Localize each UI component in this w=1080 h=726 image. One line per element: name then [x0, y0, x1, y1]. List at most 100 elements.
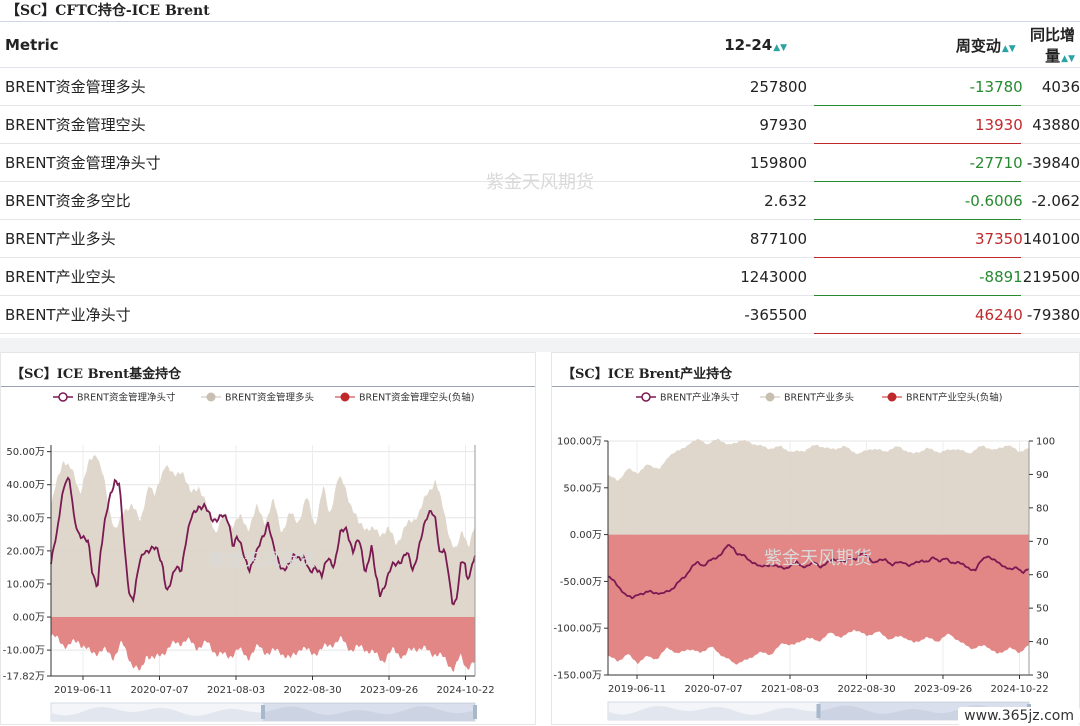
- x-tick-label: 2023-09-26: [360, 685, 418, 696]
- legend-label[interactable]: BRENT产业净头寸: [660, 392, 740, 404]
- yoy-change: -2.062: [1022, 181, 1080, 220]
- legend-label[interactable]: BRENT资金管理净头寸: [77, 392, 176, 404]
- short-position-area[interactable]: [608, 534, 1029, 665]
- y-tick-label: 20.00万: [6, 546, 45, 557]
- metric-value: 257800: [605, 67, 808, 106]
- chart-legend[interactable]: BRENT资金管理净头寸 BRENT资金管理多头 BRENT资金管理空头(负轴): [53, 392, 474, 404]
- metric-name: BRENT产业多头: [0, 219, 606, 258]
- fund-position-chart-panel: 【SC】ICE Brent基金持仓 BRENT资金管理净头寸 BRENT资金管理多…: [0, 352, 536, 725]
- section-divider: [0, 338, 1080, 352]
- table-row[interactable]: BRENT资金管理多头 257800 -13780 4036: [0, 67, 1080, 106]
- sort-icon[interactable]: ▲▼: [1061, 54, 1075, 64]
- col-header-weekly-change[interactable]: 周变动▲▼: [807, 23, 1023, 68]
- fund-position-chart[interactable]: BRENT资金管理净头寸 BRENT资金管理多头 BRENT资金管理空头(负轴) 50…: [1, 353, 537, 726]
- yoy-change: 140100: [1022, 219, 1080, 258]
- y2-tick-label: 40: [1036, 637, 1049, 648]
- y-tick-label: 100.00万: [557, 437, 602, 448]
- weekly-change: 46240: [807, 295, 1023, 334]
- table-row[interactable]: BRENT产业净头寸 -365500 46240 -79380: [0, 295, 1080, 334]
- weekly-change: -8891: [807, 257, 1023, 296]
- short-position-area[interactable]: [51, 617, 475, 672]
- legend-label[interactable]: BRENT产业空头(负轴): [906, 392, 1002, 404]
- metric-name: BRENT产业净头寸: [0, 295, 606, 334]
- zoom-handle-left[interactable]: [816, 704, 821, 718]
- zoom-window[interactable]: [263, 703, 475, 721]
- weekly-change: -13780: [807, 67, 1023, 106]
- table-row[interactable]: BRENT资金多空比 2.632 -0.6006 -2.062: [0, 181, 1080, 220]
- x-tick-label: 2024-10-22: [990, 684, 1048, 695]
- metric-name: BRENT资金管理净头寸: [0, 143, 606, 182]
- x-tick-label: 2020-07-07: [684, 684, 742, 695]
- zoom-handle-left[interactable]: [261, 705, 265, 719]
- y-tick-label: 0.00万: [570, 530, 602, 541]
- y-tick-label: -10.00万: [3, 646, 45, 657]
- yoy-change: -39840: [1022, 143, 1080, 182]
- metric-name: BRENT资金管理空头: [0, 105, 606, 144]
- x-tick-label: 2019-06-11: [608, 684, 666, 695]
- y-tick-label: 30.00万: [6, 513, 45, 524]
- legend-label[interactable]: BRENT资金管理多头: [225, 392, 314, 404]
- legend-label[interactable]: BRENT资金管理空头(负轴): [359, 392, 474, 404]
- x-tick-label: 2019-06-11: [54, 685, 112, 696]
- sort-icon[interactable]: ▲▼: [1001, 43, 1016, 54]
- metric-value: 159800: [605, 143, 808, 182]
- y2-tick-label: 80: [1036, 503, 1049, 514]
- sort-icon[interactable]: ▲▼: [773, 43, 788, 53]
- metric-value: 97930: [605, 105, 808, 144]
- y-tick-label: 50.00万: [6, 447, 45, 458]
- net-position-line[interactable]: [50, 476, 476, 606]
- long-position-area[interactable]: [608, 438, 1029, 535]
- legend-net-marker[interactable]: [58, 392, 68, 402]
- industry-position-chart-panel: 【SC】ICE Brent产业持仓 BRENT产业净头寸 BRENT产业多头 BRE…: [551, 352, 1080, 725]
- yoy-change: 219500: [1022, 257, 1080, 296]
- table-row[interactable]: BRENT资金管理净头寸 159800 -27710 -39840: [0, 143, 1080, 182]
- metric-value: -365500: [605, 295, 808, 334]
- x-tick-label: 2021-08-03: [761, 684, 819, 695]
- site-badge: www.365jz.com: [958, 707, 1080, 725]
- metric-name: BRENT产业空头: [0, 257, 606, 296]
- y-tick-label: 50.00万: [563, 483, 602, 494]
- cftc-metrics-table: Metric 12-24▲▼ 周变动▲▼ 同比增量▲▼ BRENT资金管理多头 2…: [0, 23, 1080, 334]
- weekly-change: -0.6006: [807, 181, 1023, 220]
- metric-value: 1243000: [605, 257, 808, 296]
- zoom-handle-right[interactable]: [473, 705, 477, 719]
- col-header-date[interactable]: 12-24▲▼: [605, 23, 808, 68]
- x-tick-label: 2024-10-22: [436, 685, 494, 696]
- y2-tick-label: 90: [1036, 470, 1049, 481]
- industry-position-chart[interactable]: BRENT产业净头寸 BRENT产业多头 BRENT产业空头(负轴) 100.00万 5…: [552, 353, 1080, 726]
- zoom-slider[interactable]: [50, 702, 477, 722]
- weekly-change: 37350: [807, 219, 1023, 258]
- net-position-line[interactable]: [607, 544, 1030, 600]
- col-header-metric[interactable]: Metric: [0, 23, 606, 68]
- x-tick-label: 2022-08-30: [837, 684, 895, 695]
- x-tick-label: 2023-09-26: [914, 684, 972, 695]
- zoom-slider[interactable]: [607, 701, 1031, 721]
- metric-value: 877100: [605, 219, 808, 258]
- y2-tick-label: 70: [1036, 537, 1049, 548]
- metric-name: BRENT资金管理多头: [0, 67, 606, 106]
- x-tick-label: 2020-07-07: [130, 685, 188, 696]
- chart-title: 【SC】ICE Brent产业持仓: [552, 364, 1079, 387]
- y-tick-label: 0.00万: [13, 613, 45, 624]
- legend-net-marker[interactable]: [641, 392, 651, 402]
- table-row[interactable]: BRENT产业多头 877100 37350 140100: [0, 219, 1080, 258]
- table-header-row: Metric 12-24▲▼ 周变动▲▼ 同比增量▲▼: [0, 23, 1080, 68]
- yoy-change: 4036: [1022, 67, 1080, 106]
- chart-title: 【SC】ICE Brent基金持仓: [1, 364, 535, 387]
- y-tick-label: -17.82万: [3, 672, 45, 683]
- legend-label[interactable]: BRENT产业多头: [784, 392, 854, 404]
- x-tick-label: 2021-08-03: [207, 685, 265, 696]
- table-row[interactable]: BRENT资金管理空头 97930 13930 43880: [0, 105, 1080, 144]
- yoy-change: -79380: [1022, 295, 1080, 334]
- yoy-change: 43880: [1022, 105, 1080, 144]
- y2-tick-label: 50: [1036, 604, 1049, 615]
- col-header-yoy[interactable]: 同比增量▲▼: [1022, 23, 1080, 68]
- weekly-change: 13930: [807, 105, 1023, 144]
- table-row[interactable]: BRENT产业空头 1243000 -8891 219500: [0, 257, 1080, 296]
- y2-tick-label: 60: [1036, 570, 1049, 581]
- y-tick-label: -100.00万: [553, 624, 602, 635]
- change-indicator-line: [814, 333, 1021, 334]
- y2-tick-label: 30: [1036, 671, 1049, 682]
- page-title: 【SC】CFTC持仓-ICE Brent: [0, 0, 1080, 22]
- chart-legend[interactable]: BRENT产业净头寸 BRENT产业多头 BRENT产业空头(负轴): [636, 392, 1002, 404]
